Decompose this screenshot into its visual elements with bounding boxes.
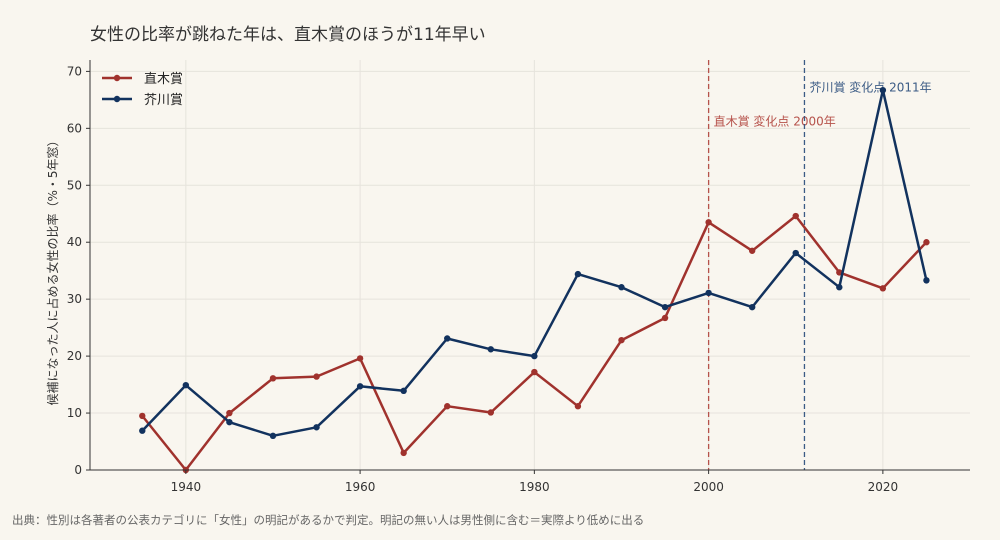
data-point xyxy=(923,277,930,284)
data-point xyxy=(356,383,364,390)
y-tick-label: 60 xyxy=(67,121,82,135)
series-1 xyxy=(139,212,930,474)
y-tick-label: 30 xyxy=(67,292,82,306)
data-point xyxy=(487,409,494,416)
data-point xyxy=(226,418,233,426)
data-point xyxy=(836,269,843,276)
data-point xyxy=(531,352,538,360)
data-point xyxy=(182,381,190,389)
data-point xyxy=(923,239,930,246)
data-point xyxy=(313,424,320,431)
y-tick-label: 40 xyxy=(67,235,82,249)
y-tick-label: 10 xyxy=(67,406,82,420)
x-tick-label: 2000 xyxy=(693,480,724,494)
source-note: 出典：性別は各著者の公表カテゴリに「女性」の明記があるかで判定。明記の無い人は男… xyxy=(12,513,644,527)
y-tick-label: 0 xyxy=(74,463,82,477)
x-tick-label: 1980 xyxy=(519,480,550,494)
data-point xyxy=(444,335,451,342)
data-point xyxy=(836,284,843,291)
data-point xyxy=(139,412,146,420)
series-layer xyxy=(139,86,930,474)
data-point xyxy=(356,355,364,362)
data-point xyxy=(748,303,756,311)
data-point xyxy=(400,387,407,395)
data-point xyxy=(226,409,233,417)
x-tick-label: 2020 xyxy=(868,480,899,494)
y-tick-label: 20 xyxy=(67,349,82,363)
annotations: 直木賞 変化点 2000年 芥川賞 変化点 2011年 xyxy=(707,60,932,470)
data-point xyxy=(792,249,799,257)
legend-swatch-marker xyxy=(113,74,121,82)
legend-swatch-marker xyxy=(113,95,121,103)
data-point xyxy=(661,303,669,311)
data-point xyxy=(879,86,887,94)
y-tick-label: 50 xyxy=(67,178,82,192)
chart-title: 女性の比率が跳ねた年は、直木賞のほうが11年早い xyxy=(90,25,486,45)
data-point xyxy=(574,270,582,278)
data-point xyxy=(705,289,712,297)
data-point xyxy=(661,314,669,322)
data-point xyxy=(748,247,756,254)
data-point xyxy=(792,212,799,220)
legend-entry: 芥川賞 xyxy=(144,93,183,108)
x-tick-label: 1960 xyxy=(345,480,376,494)
data-point xyxy=(618,284,625,291)
data-point xyxy=(139,427,146,434)
data-point xyxy=(705,219,712,226)
changepoint-label: 直木賞 変化点 2000年 xyxy=(714,113,836,128)
data-point xyxy=(269,375,277,382)
y-tick-label: 70 xyxy=(67,64,82,78)
data-point xyxy=(487,346,494,353)
y-axis-label: 候補になった人に占める女性の比率（%・5年窓） xyxy=(45,134,60,405)
data-point xyxy=(400,449,407,457)
axes: 0 10 20 30 40 50 60 70 1940 1960 1980 2000 2020 xyxy=(67,60,970,494)
data-point xyxy=(531,368,538,376)
data-point xyxy=(618,336,625,344)
data-point xyxy=(313,373,320,380)
data-point xyxy=(444,403,451,410)
grid xyxy=(90,60,970,470)
data-point xyxy=(574,403,582,410)
data-point xyxy=(879,285,887,292)
legend-entry: 直木賞 xyxy=(144,72,183,87)
series-2 xyxy=(139,86,930,440)
x-tick-label: 1940 xyxy=(171,480,202,494)
data-point xyxy=(269,432,277,440)
changepoint-label: 芥川賞 変化点 2011年 xyxy=(809,79,931,94)
